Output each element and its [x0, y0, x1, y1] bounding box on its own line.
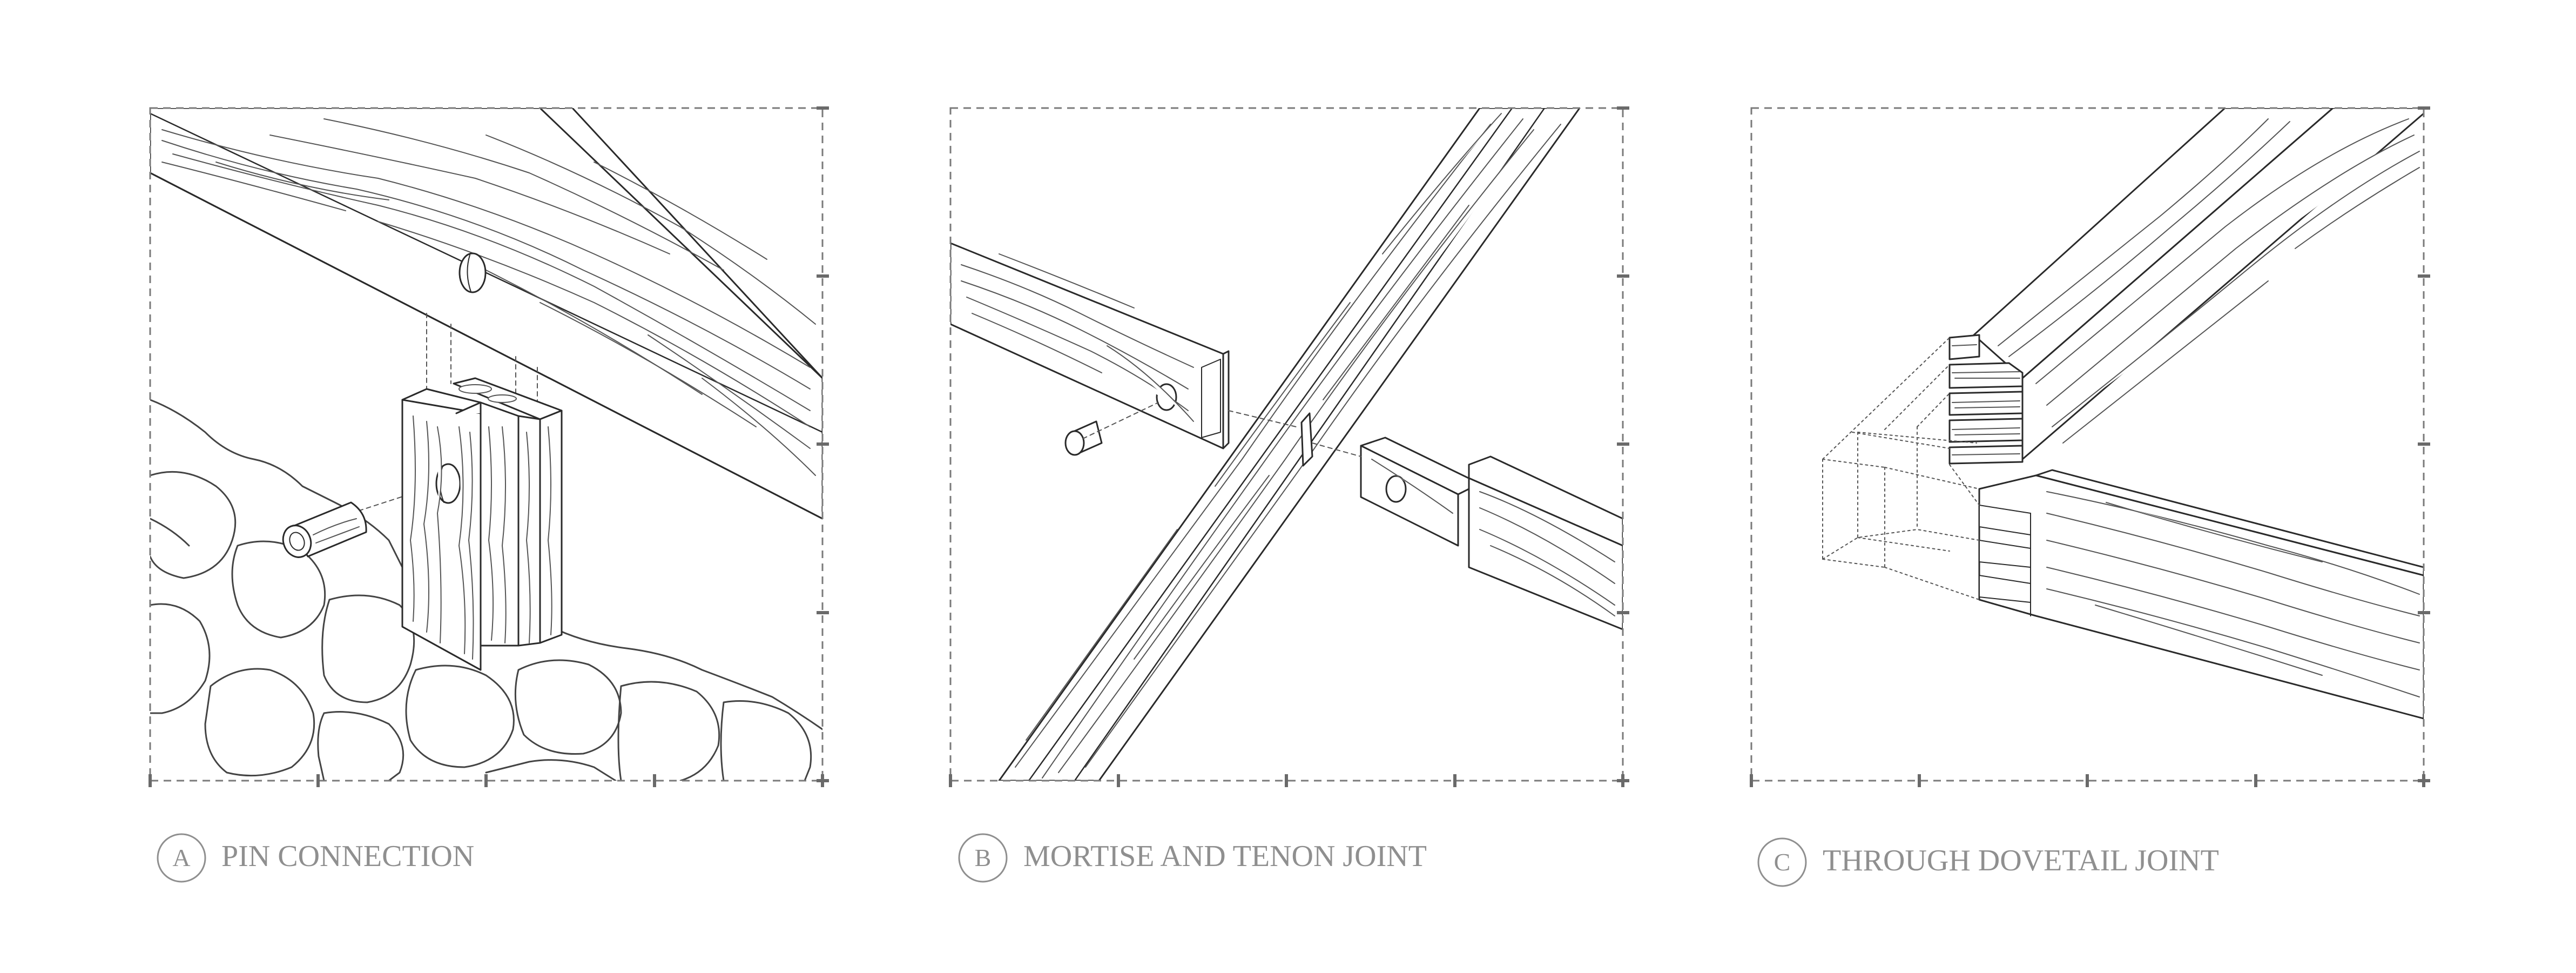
dovetail-upper-beam	[1948, 108, 2424, 465]
dovetail-lower-beam	[1978, 469, 2424, 720]
dovetail-construction-lines	[1822, 337, 1980, 600]
panel-c	[1750, 106, 2430, 787]
caption-c-badge	[1757, 837, 1807, 887]
caption-a-letter: A	[172, 844, 190, 871]
caption-b-title: MORTISE AND TENON JOINT	[1023, 840, 1427, 873]
panel-c-drawing	[1822, 108, 2424, 720]
left-tenon-beam	[950, 242, 1230, 449]
mortise-peg	[1064, 420, 1103, 456]
caption-c-letter: C	[1774, 848, 1791, 876]
panel-b-drawing	[950, 108, 1623, 781]
panel-a-frame	[149, 106, 829, 787]
panel-b	[949, 106, 1629, 787]
stone-paving	[150, 399, 822, 781]
mortise-projection-lines	[1082, 402, 1361, 457]
panel-a-drawing	[150, 108, 822, 781]
caption-a-badge	[157, 833, 206, 883]
caption-a: A PIN CONNECTION	[157, 833, 474, 883]
caption-b-letter: B	[975, 844, 992, 871]
panel-a	[149, 106, 829, 787]
caption-b: B MORTISE AND TENON JOINT	[958, 833, 1427, 883]
right-tenon	[1360, 437, 1623, 630]
caption-b-badge	[958, 833, 1008, 883]
pin-dowel	[282, 501, 367, 558]
caption-c-title: THROUGH DOVETAIL JOINT	[1823, 844, 2219, 877]
panel-b-frame	[949, 106, 1629, 787]
caption-a-title: PIN CONNECTION	[221, 840, 474, 873]
panel-c-frame	[1750, 106, 2430, 787]
tenon-boards	[401, 377, 563, 671]
caption-c: C THROUGH DOVETAIL JOINT	[1757, 837, 2219, 887]
pin-beam	[150, 108, 822, 520]
